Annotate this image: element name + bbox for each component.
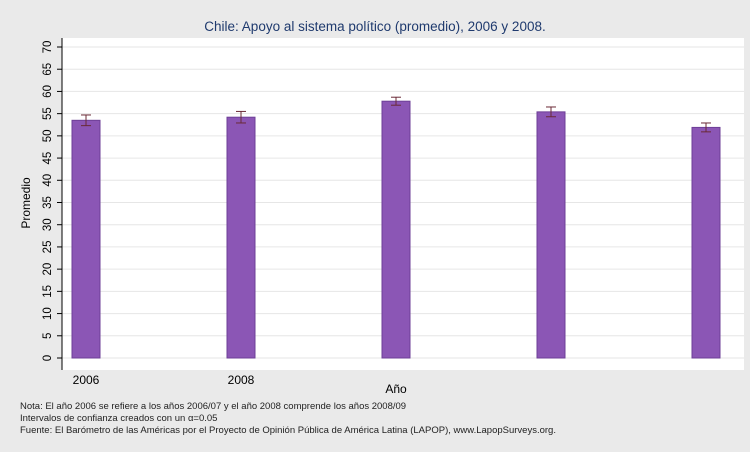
y-tick-label: 15 — [42, 285, 54, 298]
error-bars — [81, 96, 711, 133]
y-tick-label: 0 — [42, 355, 54, 361]
y-tick-label: 20 — [42, 263, 54, 276]
x-tick-label: 2008 — [228, 373, 255, 387]
y-tick-label: 50 — [42, 129, 54, 142]
y-tick-label: 5 — [42, 333, 54, 339]
x-axis-label: Año — [385, 382, 407, 396]
y-tick-label: 45 — [42, 152, 54, 165]
footnote-source: Fuente: El Barómetro de las Américas por… — [20, 425, 556, 436]
y-tick-label: 35 — [42, 196, 54, 209]
y-tick-label: 65 — [42, 63, 54, 76]
y-tick-label: 70 — [42, 41, 54, 54]
axes: 0 5 10 15 20 25 30 35 40 45 50 55 60 65 70 2006 2008 — [42, 38, 255, 387]
x-tick-label: 2006 — [73, 373, 100, 387]
y-tick-label: 60 — [42, 85, 54, 98]
y-tick-label: 25 — [42, 241, 54, 254]
bar — [691, 126, 721, 359]
y-axis-label: Promedio — [19, 177, 33, 229]
bar — [71, 119, 101, 359]
bar — [226, 116, 256, 359]
chart-title: Chile: Apoyo al sistema político (promed… — [204, 19, 545, 34]
y-tick-label: 55 — [42, 107, 54, 120]
y-tick-label: 30 — [42, 218, 54, 231]
footnote-note: Nota: El año 2006 se refiere a los años … — [20, 401, 407, 412]
bars — [71, 100, 721, 359]
y-tick-label: 10 — [42, 307, 54, 320]
bar — [536, 111, 566, 359]
bar — [381, 100, 411, 359]
footnote-confidence: Intervalos de confianza creados con un α… — [20, 413, 218, 424]
y-tick-label: 40 — [42, 174, 54, 187]
